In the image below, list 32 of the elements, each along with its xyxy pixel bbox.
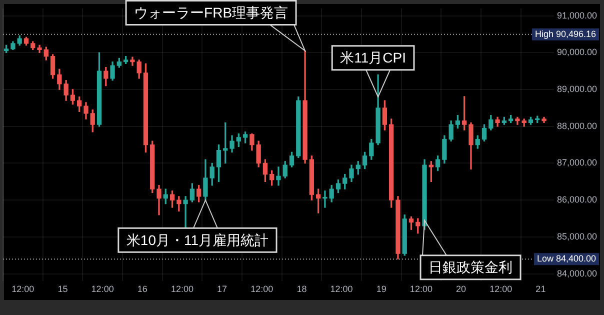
x-tick-label: 16 bbox=[137, 284, 148, 294]
x-tick-label: 21 bbox=[536, 284, 546, 294]
x-tick-label: 12:00 bbox=[410, 284, 432, 294]
annotation: 日銀政策金利 bbox=[428, 259, 513, 276]
y-tick-label: 86,000.00 bbox=[556, 194, 598, 205]
y-tick-label: 85,000.00 bbox=[556, 231, 598, 242]
x-tick-label: 20 bbox=[456, 284, 466, 294]
x-tick-label: 12:00 bbox=[12, 284, 34, 294]
x-tick-label: 17 bbox=[217, 284, 228, 294]
x-tick-label: 12:00 bbox=[330, 284, 353, 294]
annotation: 米10月・11月雇用統計 bbox=[126, 232, 269, 248]
x-tick-label: 19 bbox=[376, 284, 386, 294]
ref-line-label: Low 84,400.00 bbox=[536, 254, 596, 264]
ref-line-label: High 90,496.16 bbox=[534, 28, 596, 39]
x-tick-label: 18 bbox=[296, 284, 307, 294]
x-tick-label: 12:00 bbox=[170, 284, 194, 294]
candlestick bbox=[322, 190, 328, 208]
candlestick bbox=[183, 196, 188, 230]
y-tick-label: 84,000.00 bbox=[556, 268, 598, 278]
y-tick-label: 90,000.00 bbox=[556, 47, 598, 58]
y-tick-label: 91,000.00 bbox=[556, 10, 598, 20]
y-tick-label: 87,000.00 bbox=[556, 158, 598, 168]
x-tick-label: 12:00 bbox=[91, 284, 114, 294]
y-tick-label: 89,000.00 bbox=[556, 84, 598, 94]
y-tick-label: 88,000.00 bbox=[556, 120, 598, 131]
candlestick bbox=[276, 166, 281, 186]
annotation: ウォーラーFRB理事発言 bbox=[134, 4, 288, 21]
x-tick-label: 15 bbox=[58, 284, 68, 294]
candlestick bbox=[130, 56, 135, 66]
x-tick-label: 12:00 bbox=[490, 284, 512, 294]
x-tick-label: 12:00 bbox=[250, 284, 274, 294]
annotation: 米11月CPI bbox=[340, 50, 406, 66]
